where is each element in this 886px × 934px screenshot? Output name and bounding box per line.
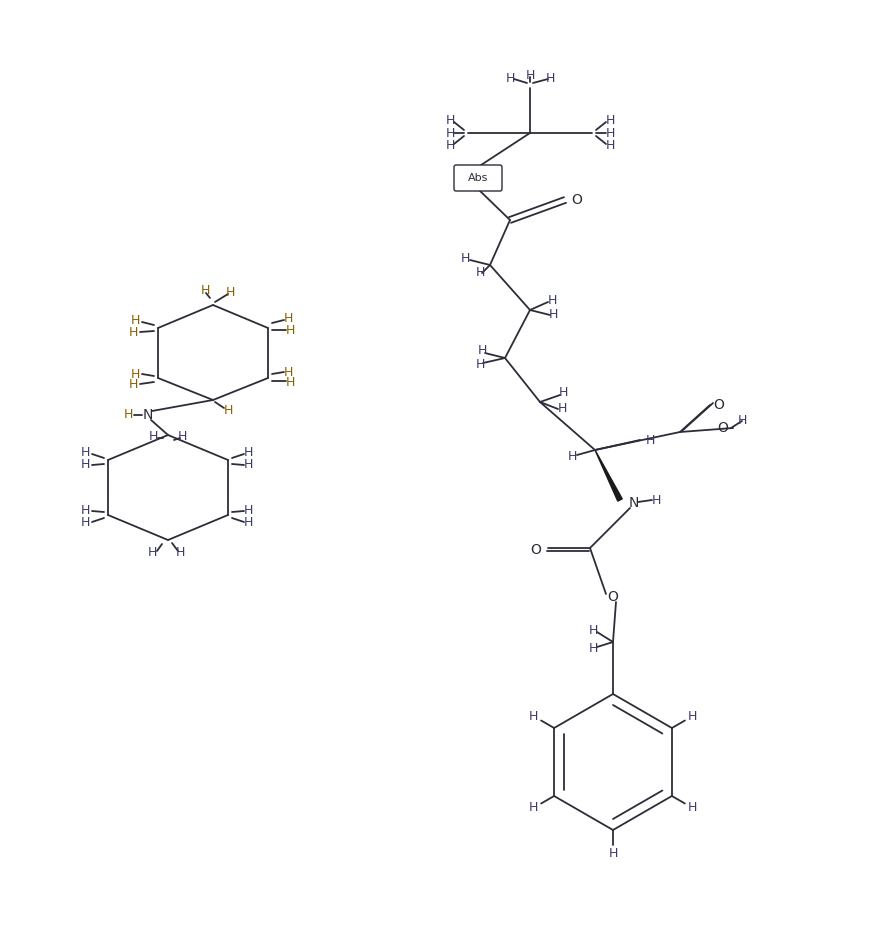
Text: H: H xyxy=(547,293,556,306)
Text: H: H xyxy=(567,450,576,463)
Text: H: H xyxy=(460,251,470,264)
Text: H: H xyxy=(645,433,654,446)
Text: H: H xyxy=(604,138,614,151)
Text: H: H xyxy=(557,387,567,400)
Text: H: H xyxy=(223,403,232,417)
Text: H: H xyxy=(123,408,133,421)
Text: H: H xyxy=(147,546,157,559)
Text: Abs: Abs xyxy=(467,173,487,183)
Text: H: H xyxy=(128,327,137,339)
Polygon shape xyxy=(595,450,622,502)
FancyBboxPatch shape xyxy=(454,165,501,191)
Text: H: H xyxy=(545,72,554,84)
Text: N: N xyxy=(628,496,639,510)
Text: H: H xyxy=(81,459,89,472)
Text: H: H xyxy=(243,446,253,460)
Text: H: H xyxy=(445,126,455,139)
Text: H: H xyxy=(200,284,209,296)
Text: H: H xyxy=(736,414,746,427)
Text: H: H xyxy=(548,308,557,321)
Text: O: O xyxy=(571,193,582,207)
Text: H: H xyxy=(148,431,158,444)
Text: H: H xyxy=(81,516,89,529)
Text: H: H xyxy=(528,710,538,723)
Text: H: H xyxy=(525,68,534,81)
Text: H: H xyxy=(556,402,566,415)
Text: H: H xyxy=(128,378,137,391)
Text: H: H xyxy=(243,516,253,529)
Text: O: O xyxy=(607,590,618,604)
Text: O: O xyxy=(717,421,727,435)
Text: H: H xyxy=(587,624,597,636)
Text: H: H xyxy=(243,459,253,472)
Text: H: H xyxy=(81,446,89,460)
Text: H: H xyxy=(175,546,184,559)
Text: H: H xyxy=(285,323,294,336)
Text: H: H xyxy=(283,365,292,378)
Text: H: H xyxy=(445,114,455,126)
Text: H: H xyxy=(528,801,538,814)
Text: H: H xyxy=(505,72,514,84)
Text: H: H xyxy=(445,138,455,151)
Text: H: H xyxy=(477,344,486,357)
Text: H: H xyxy=(587,642,597,655)
Text: O: O xyxy=(712,398,724,412)
Text: H: H xyxy=(177,431,186,444)
Text: H: H xyxy=(225,286,235,299)
Text: H: H xyxy=(604,114,614,126)
Text: H: H xyxy=(130,315,139,328)
Text: O: O xyxy=(530,543,540,557)
Text: H: H xyxy=(81,503,89,517)
Text: H: H xyxy=(688,710,696,723)
Text: H: H xyxy=(688,801,696,814)
Text: H: H xyxy=(475,266,484,279)
Text: H: H xyxy=(283,312,292,324)
Text: H: H xyxy=(130,367,139,380)
Text: H: H xyxy=(608,847,617,860)
Text: N: N xyxy=(143,408,153,422)
Text: H: H xyxy=(285,375,294,389)
Text: H: H xyxy=(475,358,484,371)
Text: H: H xyxy=(650,493,660,506)
Text: H: H xyxy=(604,126,614,139)
Text: H: H xyxy=(243,503,253,517)
